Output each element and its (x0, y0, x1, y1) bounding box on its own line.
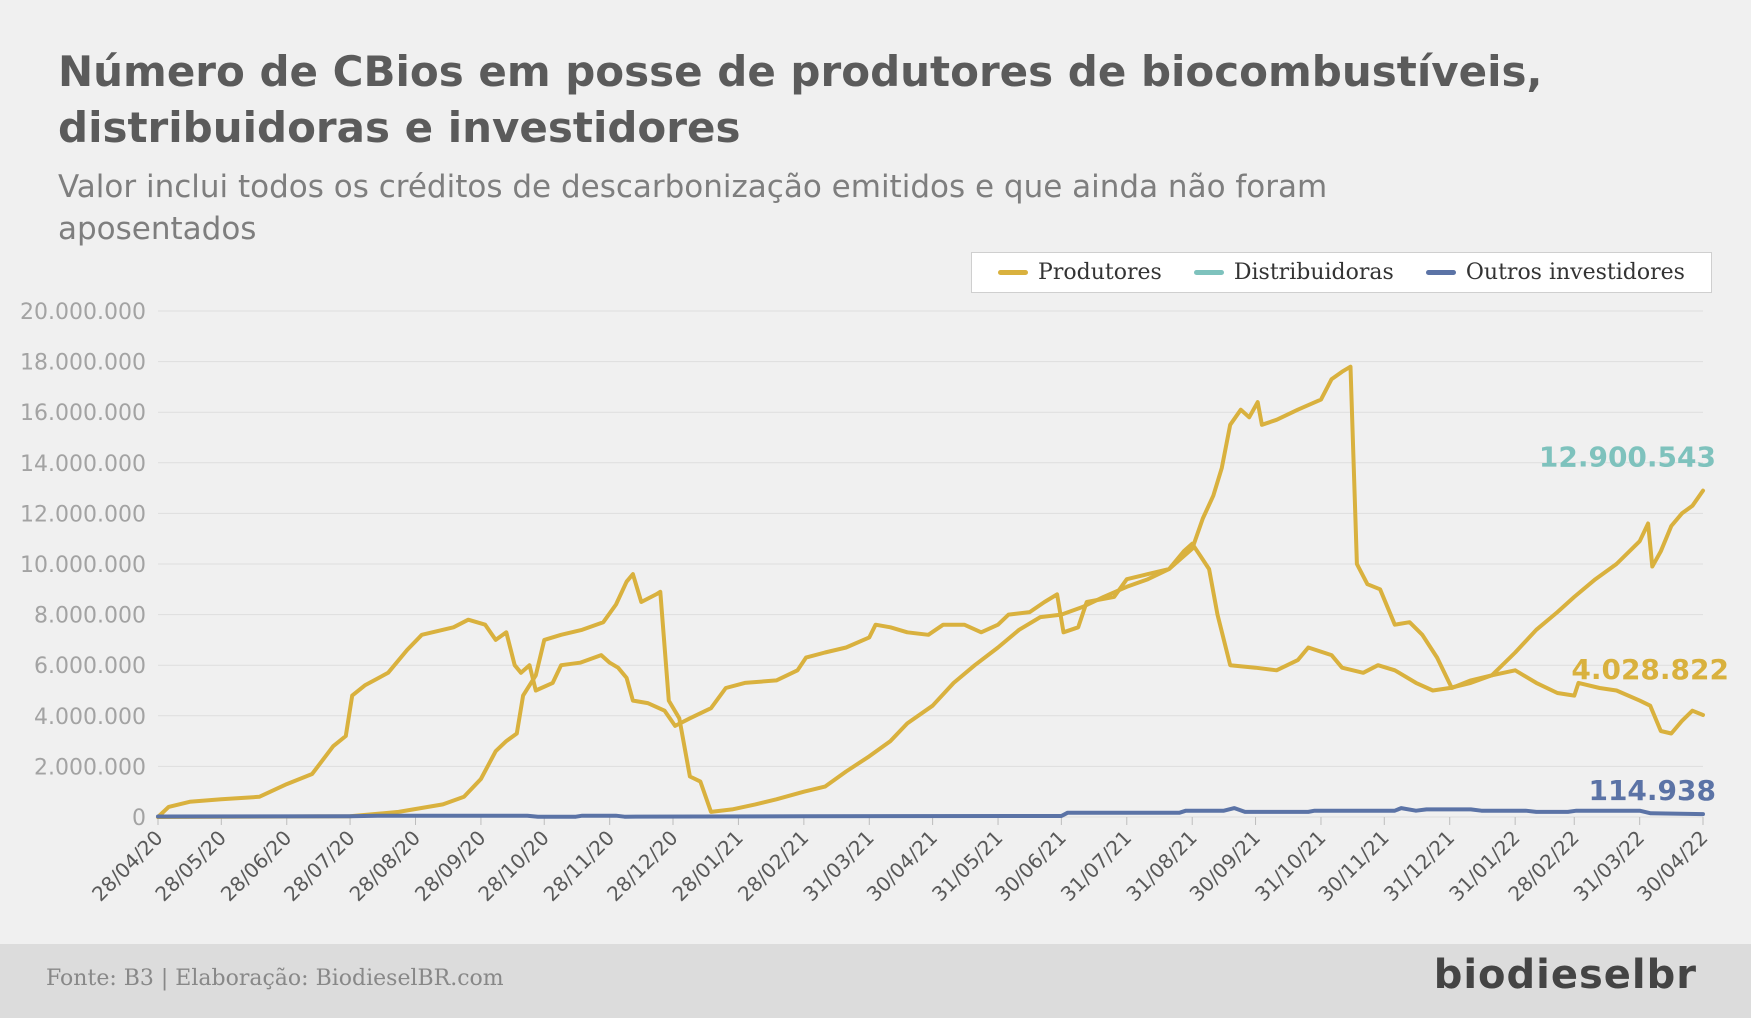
y-tick-label: 4.000.000 (34, 705, 146, 730)
series-lines (156, 364, 1705, 819)
legend-swatch-produtores (998, 270, 1029, 275)
y-tick-label: 20.000.000 (20, 300, 146, 325)
x-tick-label: 28/08/20 (345, 826, 425, 906)
x-tick-label: 28/01/21 (667, 826, 747, 906)
source-text: Fonte: B3 | Elaboração: BiodieselBR.com (46, 966, 504, 991)
grid-lines (158, 310, 1703, 818)
end-label-distribuidoras: 12.900.543 (1539, 441, 1716, 474)
x-tick-label: 28/02/21 (733, 826, 813, 906)
y-tick-label: 0 (132, 806, 146, 831)
y-tick-label: 14.000.000 (20, 452, 146, 477)
y-tick-label: 16.000.000 (20, 401, 146, 426)
end-label-investidores: 114.938 (1588, 774, 1716, 807)
y-tick-label: 12.000.000 (20, 502, 146, 527)
line-chart: 0 2.000.000 4.000.000 6.000.000 8.000.000 10.… (20, 300, 1729, 906)
series-line-investidores (156, 806, 1705, 819)
x-tick-label: 31/12/21 (1379, 826, 1459, 906)
series-line-distribuidoras (156, 364, 1705, 819)
legend-item-distribuidoras: Distribuidoras (1193, 260, 1394, 285)
end-labels: 4.028.822 12.900.543 114.938 (1539, 441, 1729, 807)
y-tick-label: 6.000.000 (34, 654, 146, 679)
legend-item-produtores: Produtores (998, 260, 1162, 285)
y-tick-label: 10.000.000 (20, 553, 146, 578)
y-tick-label: 18.000.000 (20, 351, 146, 376)
y-tick-label: 8.000.000 (34, 604, 146, 629)
x-axis-ticks: 28/04/2028/05/2028/06/2028/07/2028/08/20… (87, 817, 1713, 906)
footer: Fonte: B3 | Elaboração: BiodieselBR.com … (0, 944, 1751, 1018)
y-axis-ticks: 0 2.000.000 4.000.000 6.000.000 8.000.000 10.… (20, 300, 146, 831)
legend-swatch-distribuidoras (1193, 270, 1224, 275)
end-label-produtores: 4.028.822 (1571, 653, 1729, 686)
chart-title: Número de CBios em posse de produtores d… (58, 47, 1543, 152)
x-tick-label: 31/07/21 (1056, 826, 1136, 906)
legend-item-investidores: Outros investidores (1425, 260, 1685, 285)
legend-label-investidores: Outros investidores (1465, 260, 1685, 285)
legend-label-produtores: Produtores (1038, 260, 1162, 285)
legend-label-distribuidoras: Distribuidoras (1233, 260, 1394, 285)
chart-legend: Produtores Distribuidoras Outros investi… (971, 252, 1712, 293)
legend-swatch-investidores (1425, 270, 1456, 275)
chart-subtitle: Valor inclui todos os créditos de descar… (58, 169, 1328, 247)
y-tick-label: 2.000.000 (34, 755, 146, 780)
brand-logo: biodieselbr (1433, 952, 1697, 998)
